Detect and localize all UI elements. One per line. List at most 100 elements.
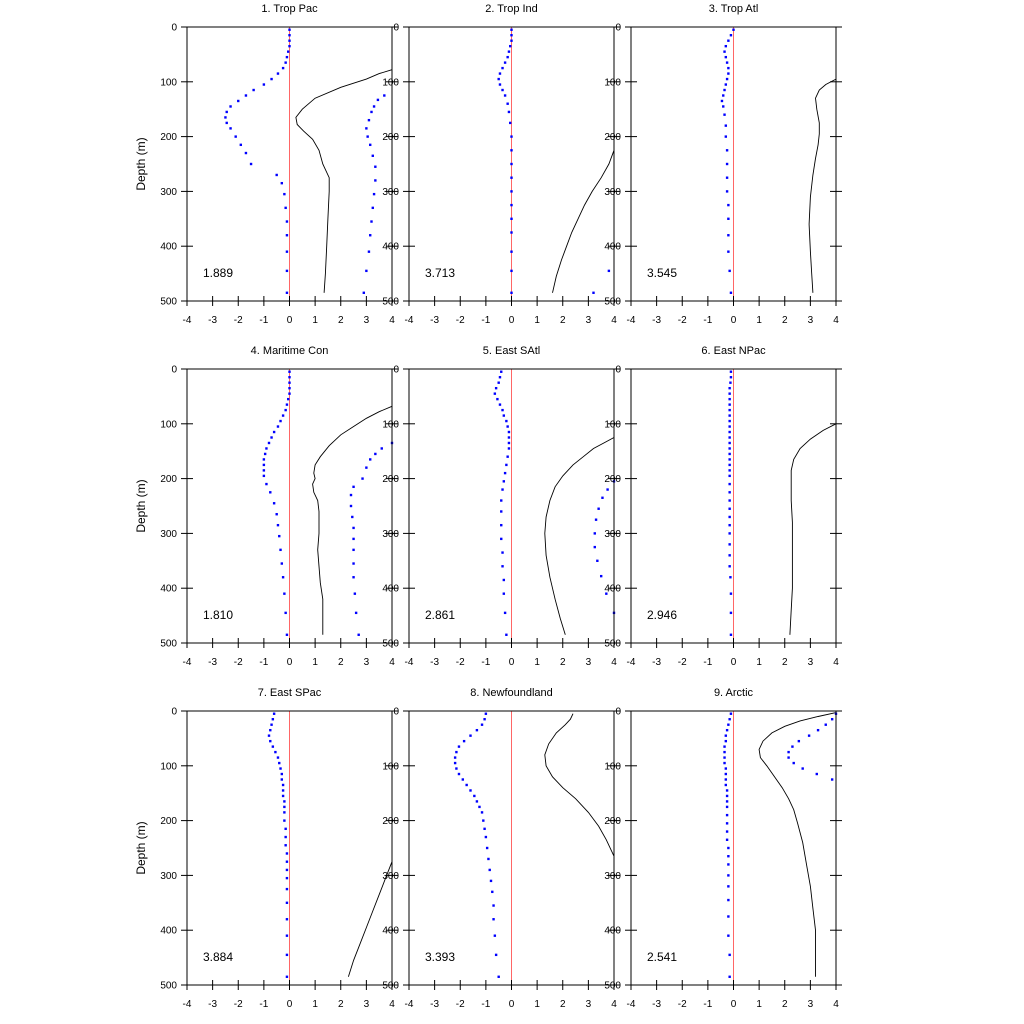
series-point	[284, 61, 287, 64]
series-point	[265, 482, 268, 486]
series-point	[723, 113, 726, 116]
series-point	[503, 471, 507, 475]
y-tick-label: 500	[160, 297, 177, 308]
series-point	[283, 592, 286, 595]
series-point	[728, 419, 731, 423]
series-point	[371, 206, 374, 210]
series-point	[285, 887, 289, 891]
y-tick-label: 400	[160, 242, 177, 253]
y-tick-label: 100	[604, 761, 621, 772]
series-point	[507, 430, 511, 434]
series-point	[365, 127, 368, 130]
series-point	[224, 116, 227, 119]
series-point	[725, 800, 729, 803]
series-point	[506, 425, 509, 428]
series-point	[510, 203, 513, 207]
series-point	[722, 105, 725, 108]
x-tick-label: -1	[703, 999, 712, 1010]
series-point	[352, 562, 355, 565]
y-tick-label: 0	[171, 23, 177, 34]
series-point	[278, 534, 281, 538]
y-tick-label: 300	[604, 529, 621, 540]
x-tick-label: -3	[430, 657, 439, 668]
series-point	[279, 767, 282, 770]
series-line	[758, 712, 837, 977]
x-tick-label: -2	[234, 999, 243, 1010]
series-point	[498, 376, 502, 379]
series-point	[728, 507, 731, 510]
series-point	[376, 98, 380, 102]
panel-title: 1. Trop Pac	[261, 3, 318, 15]
dotted-series	[728, 370, 733, 636]
series-point	[279, 419, 282, 423]
series-point	[500, 537, 503, 541]
series-point	[262, 458, 266, 461]
series-point	[727, 846, 730, 850]
series-point	[369, 458, 372, 461]
x-tick-label: -2	[456, 657, 465, 668]
series-point	[505, 419, 508, 423]
series-point	[269, 728, 272, 732]
x-tick-label: 1	[534, 999, 540, 1010]
series-point	[288, 34, 291, 37]
series-point	[727, 934, 730, 937]
series-point	[271, 718, 275, 721]
series-point	[725, 805, 729, 809]
series-point	[507, 436, 511, 439]
series-point	[374, 452, 377, 456]
x-tick-label: 3	[586, 999, 592, 1010]
y-tick-label: 400	[382, 242, 399, 253]
series-point	[285, 876, 289, 880]
series-point	[354, 611, 358, 615]
x-tick-label: -3	[208, 315, 217, 326]
series-point	[279, 548, 282, 552]
x-tick-label: -3	[652, 315, 661, 326]
series-point	[728, 414, 731, 417]
series-point	[728, 425, 731, 428]
x-tick-label: 2	[560, 657, 566, 668]
series-point	[270, 77, 273, 81]
x-tick-label: -1	[703, 657, 712, 668]
series-point	[267, 734, 271, 737]
series-line	[544, 713, 615, 857]
series-point	[723, 745, 726, 748]
series-point	[265, 447, 268, 450]
y-tick-label: 400	[160, 584, 177, 595]
series-point	[597, 507, 600, 510]
x-tick-label: 3	[808, 657, 814, 668]
series-point	[501, 408, 504, 412]
series-point	[596, 559, 599, 562]
series-point	[270, 723, 273, 726]
series-point	[509, 44, 512, 48]
series-point	[496, 397, 499, 401]
series-point	[729, 576, 732, 579]
series-point	[501, 488, 504, 491]
series-point	[229, 105, 232, 108]
series-point	[727, 855, 730, 858]
series-point	[281, 783, 285, 787]
panel-annotation: 2.541	[647, 950, 677, 964]
x-tick-label: 4	[611, 315, 617, 326]
y-tick-label: 200	[382, 132, 399, 143]
series-point	[509, 121, 512, 125]
series-point	[791, 745, 794, 748]
y-tick-label: 100	[382, 419, 399, 430]
series-point	[599, 574, 603, 578]
series-point	[285, 934, 289, 937]
series-point	[729, 34, 733, 37]
x-tick-label: 0	[287, 315, 293, 326]
series-point	[237, 99, 240, 103]
x-tick-label: -3	[430, 999, 439, 1010]
x-tick-label: -1	[259, 999, 268, 1010]
series-point	[285, 269, 289, 273]
series-point	[285, 852, 289, 855]
chart-panel: 5. East SAtl 0 100 200 300 400 500 -4 -3 -2 -1 0 1 2 3…	[382, 345, 620, 668]
series-point	[728, 403, 731, 406]
series-point	[374, 179, 377, 182]
series-point	[728, 386, 731, 390]
dotted-series	[493, 370, 511, 636]
series-point	[724, 767, 728, 770]
x-tick-label: -2	[234, 657, 243, 668]
panel-annotation: 2.861	[425, 608, 455, 622]
series-point	[727, 723, 730, 726]
